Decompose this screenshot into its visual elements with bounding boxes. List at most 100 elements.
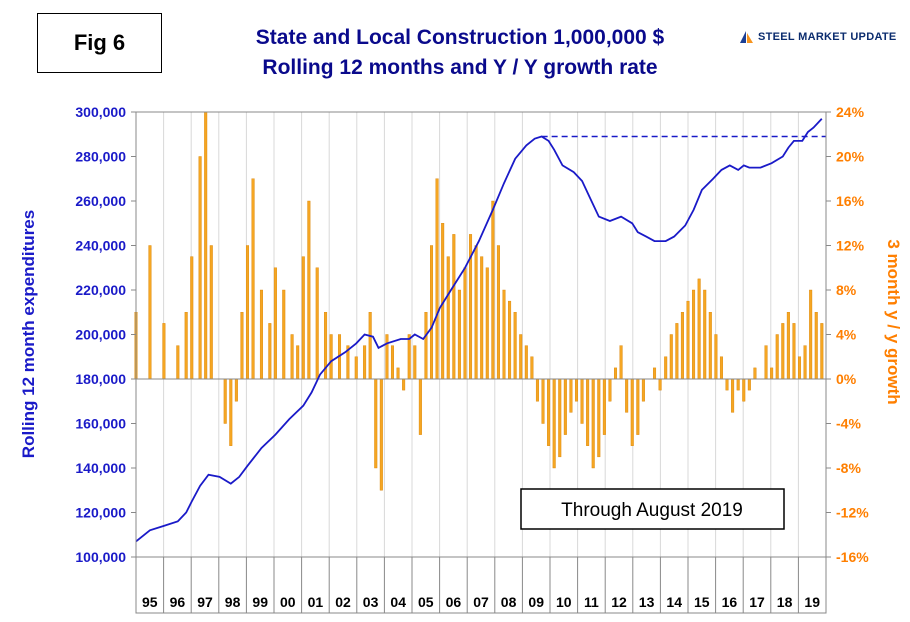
growth-bar	[424, 312, 428, 380]
right-tick-label: -12%	[836, 505, 869, 521]
annotation-text: Through August 2019	[561, 500, 743, 521]
growth-bar	[176, 345, 180, 380]
growth-bar	[664, 356, 668, 380]
growth-bar	[329, 334, 333, 380]
growth-bar	[519, 334, 523, 380]
growth-bar	[692, 289, 696, 380]
growth-bar	[402, 378, 406, 391]
growth-bar	[798, 356, 802, 380]
growth-bar	[697, 278, 701, 380]
growth-bar	[630, 378, 634, 446]
growth-bar	[680, 312, 684, 380]
growth-bar	[480, 256, 484, 380]
growth-bar	[636, 378, 640, 435]
x-tick-label: 07	[473, 594, 489, 610]
x-tick-label: 04	[390, 594, 406, 610]
x-tick-label: 03	[363, 594, 379, 610]
left-tick-label: 140,000	[75, 460, 126, 476]
growth-bar	[307, 200, 311, 380]
x-tick-label: 06	[446, 594, 462, 610]
growth-bar	[563, 378, 567, 435]
growth-bar	[315, 267, 319, 380]
chart-title-line2: Rolling 12 months and Y / Y growth rate	[262, 56, 658, 79]
left-tick-label: 120,000	[75, 505, 126, 521]
growth-bar	[614, 367, 618, 380]
growth-bar	[747, 378, 751, 391]
x-tick-label: 95	[142, 594, 158, 610]
figure-label: Fig 6	[37, 13, 162, 73]
left-axis-label: Rolling 12 month expenditures	[19, 210, 38, 458]
growth-bar	[413, 345, 417, 380]
growth-bar	[396, 367, 400, 380]
growth-bar	[591, 378, 595, 469]
growth-bar	[198, 156, 202, 380]
growth-bar	[792, 323, 796, 380]
growth-bar	[508, 300, 512, 380]
growth-bar	[251, 178, 255, 380]
x-label-frame	[135, 556, 827, 614]
growth-bar	[407, 334, 411, 380]
sail-logo-icon	[740, 31, 753, 43]
brand-text: STEEL MARKET UPDATE	[758, 31, 897, 43]
growth-bar	[569, 378, 573, 413]
right-tick-label: 8%	[836, 282, 857, 298]
growth-bar	[658, 378, 662, 391]
growth-bar	[435, 178, 439, 380]
growth-bar	[374, 378, 378, 469]
growth-bar	[675, 323, 679, 380]
x-tick-label: 19	[804, 594, 820, 610]
growth-bar	[148, 245, 152, 380]
growth-bar	[190, 256, 194, 380]
growth-bar	[719, 356, 723, 380]
growth-bar	[184, 312, 188, 380]
growth-bar	[714, 334, 718, 380]
growth-bar	[574, 378, 578, 402]
growth-bar	[530, 356, 534, 380]
growth-bar	[742, 378, 746, 402]
growth-bar	[290, 334, 294, 380]
growth-bar	[259, 289, 263, 380]
x-tick-label: 13	[639, 594, 655, 610]
expenditures-line	[135, 118, 823, 543]
left-tick-label: 180,000	[75, 371, 126, 387]
growth-bar	[379, 378, 383, 491]
growth-bar	[502, 289, 506, 380]
growth-bar	[446, 256, 450, 380]
growth-bar	[430, 245, 434, 380]
left-tick-label: 160,000	[75, 416, 126, 432]
x-tick-label: 15	[694, 594, 710, 610]
x-tick-label: 08	[501, 594, 517, 610]
right-tick-label: -4%	[836, 416, 861, 432]
right-tick-label: 0%	[836, 371, 857, 387]
growth-bar	[524, 345, 528, 380]
chart-title-line1: State and Local Construction 1,000,000 $	[255, 26, 665, 49]
growth-bar	[625, 378, 629, 413]
left-tick-label: 260,000	[75, 193, 126, 209]
growth-bar	[282, 289, 286, 380]
growth-bar	[786, 312, 790, 380]
growth-bar	[223, 378, 227, 424]
growth-bar	[753, 367, 757, 380]
growth-bar	[608, 378, 612, 402]
growth-bar	[229, 378, 233, 446]
x-tick-label: 14	[666, 594, 682, 610]
annotation-box: Through August 2019	[520, 488, 785, 530]
growth-bar	[731, 378, 735, 413]
brand-logo: STEEL MARKET UPDATE	[738, 30, 897, 44]
growth-bar	[240, 312, 244, 380]
growth-bar	[558, 378, 562, 458]
growth-bar	[491, 200, 495, 380]
growth-bar	[775, 334, 779, 380]
left-tick-label: 100,000	[75, 549, 126, 565]
left-tick-label: 240,000	[75, 238, 126, 254]
growth-bar	[474, 245, 478, 380]
growth-bar	[463, 267, 467, 380]
growth-bar	[535, 378, 539, 402]
left-tick-label: 200,000	[75, 327, 126, 343]
growth-bar	[363, 345, 367, 380]
right-tick-label: -16%	[836, 549, 869, 565]
growth-bar	[390, 345, 394, 380]
growth-bar	[820, 323, 824, 380]
growth-bar	[803, 345, 807, 380]
